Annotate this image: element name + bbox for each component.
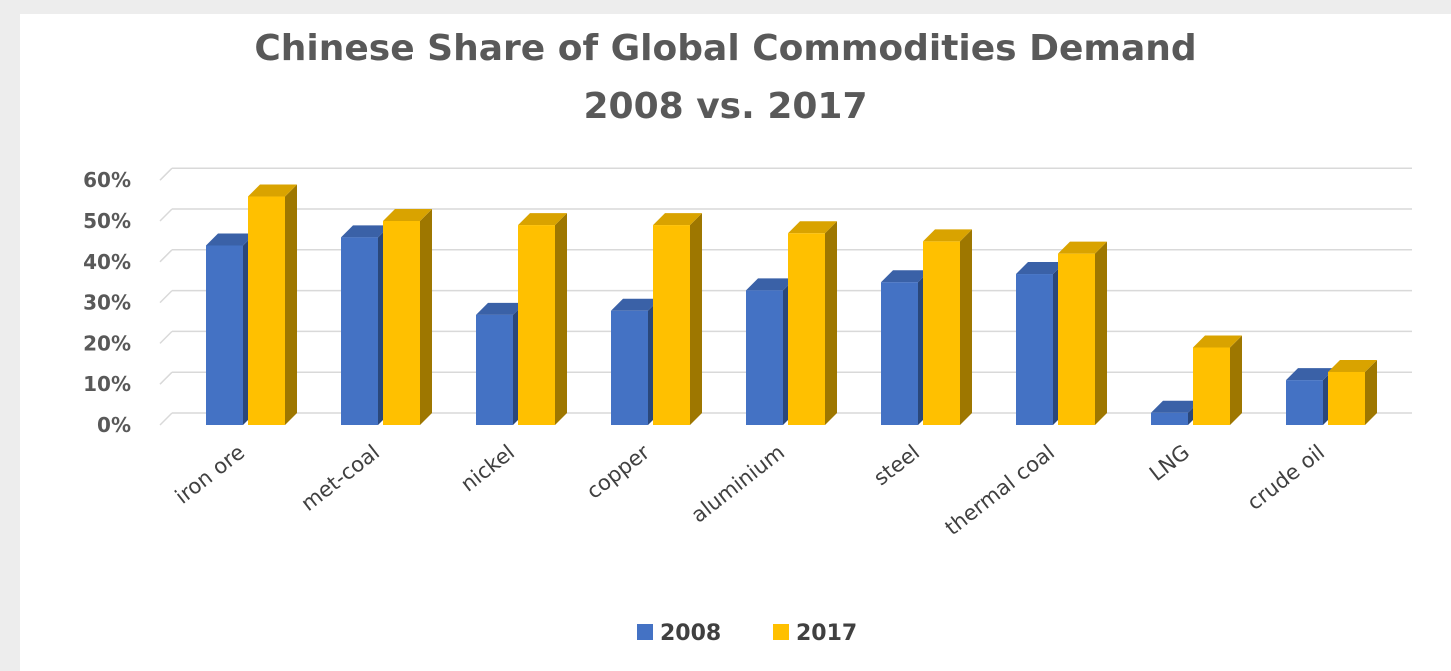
bar-2017-copper — [653, 213, 702, 425]
bar-series — [206, 184, 1377, 425]
legend-label-2017: 2017 — [796, 621, 857, 646]
legend-swatch-2017 — [773, 624, 789, 640]
bar-2008-steel — [881, 270, 930, 425]
x-tick-label-nickel: nickel — [456, 440, 519, 496]
bar-2008-iron-ore — [206, 233, 255, 425]
legend-label-2008: 2008 — [660, 621, 721, 646]
legend-item-2008: 2008 — [637, 621, 721, 646]
y-tick-label-40: 40% — [83, 250, 131, 274]
x-tick-label-thermal-coal: thermal coal — [941, 440, 1060, 540]
gridline-depth-40 — [159, 249, 173, 263]
bar-2017-lng — [1193, 335, 1242, 425]
gridline-depth-30 — [159, 290, 173, 304]
bar-2017-iron-ore — [248, 184, 297, 425]
bar-2008-nickel — [476, 302, 525, 425]
bar-2008-crude-oil — [1286, 368, 1335, 425]
bar-2008-aluminium — [746, 278, 795, 425]
bar-2017-steel — [923, 229, 972, 425]
y-axis-tick-labels: 0% 10% 20% 30% 40% 50% 60% — [83, 168, 131, 437]
bar-2017-nickel — [518, 213, 567, 425]
bar-2017-crude-oil — [1328, 359, 1377, 425]
chart-title-line-1: Chinese Share of Global Commodities Dema… — [254, 28, 1197, 69]
y-tick-label-50: 50% — [83, 209, 131, 233]
bar-2017-met-coal — [383, 209, 432, 425]
legend: 2008 2017 — [637, 621, 857, 646]
bar-2008-thermal-coal — [1016, 262, 1065, 425]
x-tick-label-aluminium: aluminium — [687, 440, 789, 527]
bar-2008-met-coal — [341, 225, 390, 425]
legend-item-2017: 2017 — [773, 621, 857, 646]
x-tick-label-steel: steel — [869, 440, 924, 490]
x-tick-label-lng: LNG — [1145, 440, 1194, 486]
y-tick-label-20: 20% — [83, 331, 131, 355]
gridline-depth-60 — [159, 167, 173, 181]
y-tick-label-30: 30% — [83, 291, 131, 315]
y-tick-label-0: 0% — [97, 413, 131, 437]
bar-2017-aluminium — [788, 221, 837, 425]
x-tick-label-met-coal: met-coal — [297, 440, 385, 516]
x-tick-label-iron-ore: iron ore — [171, 440, 249, 509]
gridline-depth-10 — [159, 371, 173, 385]
x-tick-label-crude-oil: crude oil — [1243, 440, 1329, 515]
bar-2008-copper — [611, 298, 660, 425]
y-tick-label-60: 60% — [83, 168, 131, 192]
legend-swatch-2008 — [637, 624, 653, 640]
x-tick-label-copper: copper — [582, 440, 654, 504]
gridline-depth-0 — [159, 412, 173, 426]
bar-2008-lng — [1151, 400, 1200, 425]
bar-2017-thermal-coal — [1058, 241, 1107, 425]
x-axis-category-labels: iron ore met-coal nickel copper aluminium ste… — [171, 440, 1329, 540]
gridline-depth-50 — [159, 208, 173, 222]
chart-title-line-2: 2008 vs. 2017 — [583, 86, 868, 127]
chart-title: Chinese Share of Global Commodities Dema… — [0, 20, 1451, 136]
y-tick-label-10: 10% — [83, 372, 131, 396]
gridline-depth-20 — [159, 330, 173, 344]
